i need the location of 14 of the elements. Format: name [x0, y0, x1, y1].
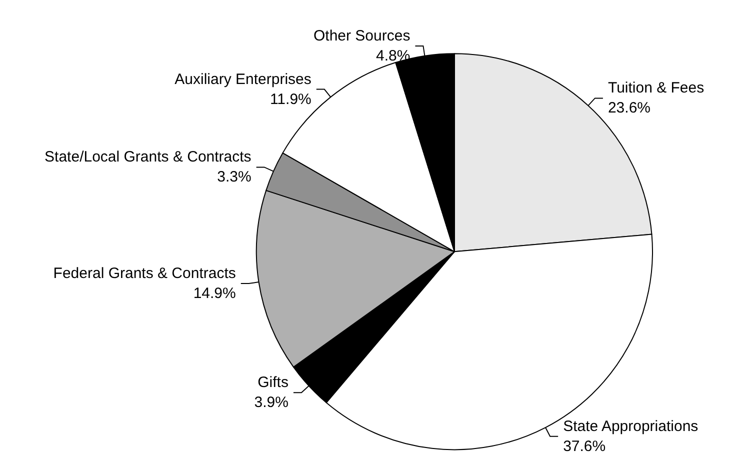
data-label: 4.8%	[376, 47, 410, 64]
data-label: 37.6%	[563, 438, 606, 455]
data-label: 3.9%	[254, 394, 288, 412]
slice-label: Federal Grants & Contracts	[53, 265, 236, 282]
data-label: 23.6%	[608, 100, 651, 117]
data-label: 11.9%	[270, 90, 312, 108]
slice-label: Gifts	[258, 374, 288, 392]
slice-label: State/Local Grants & Contracts	[44, 148, 252, 166]
slice-label: State Appropriations	[563, 418, 698, 435]
slice-label: Other Sources	[313, 27, 410, 44]
data-label: 3.3%	[217, 168, 252, 186]
slice-label: Auxiliary Enterprises	[174, 70, 312, 88]
data-label: 14.9%	[193, 285, 236, 302]
slice-label: Tuition & Fees	[608, 80, 704, 97]
